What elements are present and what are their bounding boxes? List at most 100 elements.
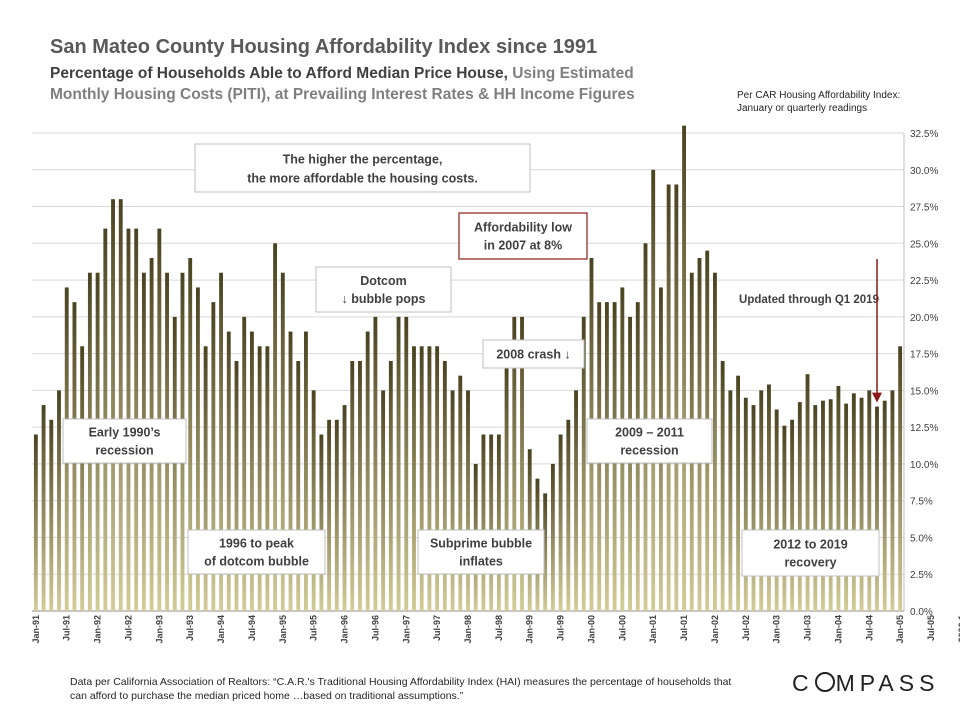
x-tick-label: Jan-02 (710, 615, 720, 644)
annotation-early-90s-box (62, 418, 187, 464)
x-tick-label: Jul-96 (370, 615, 380, 641)
bar (296, 360, 301, 611)
x-tick-label: Jan-00 (586, 615, 596, 644)
bar (435, 346, 440, 611)
bar (388, 360, 393, 611)
bar (327, 419, 332, 611)
bar (118, 199, 123, 611)
x-tick-label: Jul-01 (679, 615, 689, 641)
x-tick-label: Jan-05 (895, 615, 905, 644)
bar (481, 434, 486, 611)
annotation-updated-box (734, 287, 884, 311)
y-tick-label: 22.5% (910, 276, 938, 287)
bar (350, 360, 355, 611)
y-tick-label: 0.0% (910, 607, 933, 618)
bar (774, 409, 779, 611)
x-tick-label: Jul-03 (803, 615, 813, 641)
x-tick-label: Jul-97 (432, 615, 442, 641)
bar (836, 385, 841, 611)
annotation-subprime-text: Subprime bubble (430, 537, 532, 551)
annotation-2009-recession-text: recession (620, 444, 678, 458)
x-tick-label: Jan-93 (154, 615, 164, 644)
bar (257, 346, 262, 611)
bar (728, 390, 733, 611)
bar (365, 331, 370, 611)
bar (504, 360, 509, 611)
x-tick-label: Jul-93 (185, 615, 195, 641)
y-tick-label: 7.5% (910, 497, 933, 508)
subtitle-bold: Percentage of Households Able to Afford … (50, 65, 508, 82)
bar (790, 419, 795, 611)
bar (188, 258, 193, 611)
bar (628, 316, 632, 611)
x-tick-label: Jan-94 (216, 615, 226, 644)
bar (767, 384, 771, 611)
source-note-line-2: January or quarterly readings (737, 103, 868, 114)
annotation-2008-crash-box (482, 339, 585, 369)
x-tick-label: Jan-98 (463, 615, 473, 644)
subtitle-rest: Using Estimated Monthly Housing Costs (P… (50, 65, 635, 103)
bar (844, 403, 849, 611)
x-tick-label: Jan-01 (648, 615, 658, 644)
x-tick-label: Jul-98 (494, 615, 504, 641)
bar (111, 199, 115, 611)
bar (512, 316, 517, 611)
annotation-2009-recession-text: 2009 – 2011 (615, 426, 684, 440)
bar (566, 419, 571, 611)
bar (203, 346, 208, 611)
chart-title: San Mateo County Housing Affordability I… (50, 36, 598, 58)
annotation-recovery-text: 2012 to 2019 (773, 538, 847, 552)
bar (57, 390, 61, 611)
annotation-dotcom-pops-text: Dotcom (360, 274, 407, 288)
low-arrow-head-icon (871, 392, 882, 403)
bar (751, 405, 756, 611)
logo-text-end: MPASS (835, 670, 940, 696)
annotation-subprime-box (417, 529, 545, 575)
bar (458, 375, 463, 611)
bar (319, 434, 324, 611)
bar (581, 316, 586, 611)
bar (250, 331, 254, 611)
bar (288, 331, 293, 611)
bar (720, 360, 725, 611)
bar (828, 399, 833, 611)
bar (821, 400, 825, 611)
bar (466, 390, 470, 611)
data-footnote: Data per California Association of Realt… (70, 676, 732, 702)
y-tick-label: 32.5% (910, 129, 938, 140)
bar (419, 346, 424, 611)
x-tick-label: 2006.1 (957, 615, 960, 643)
source-note-line-1: Per CAR Housing Affordability Index: (737, 90, 901, 101)
bar (33, 434, 38, 611)
bar (867, 390, 872, 611)
bar (797, 402, 802, 611)
bar (304, 331, 308, 611)
bar (882, 400, 887, 611)
annotation-dotcom-pops-text: ↓ bubble pops (341, 292, 425, 306)
bar (875, 406, 879, 611)
annotation-affordable-text: The higher the percentage, (283, 152, 443, 166)
bar (743, 397, 748, 611)
bar (226, 331, 231, 611)
annotation-affordability-low-text: in 2007 at 8% (484, 239, 563, 253)
annotation-1996-peak-text: 1996 to peak (219, 537, 294, 551)
y-tick-label: 30.0% (910, 166, 938, 177)
x-tick-label: Jan-03 (772, 615, 782, 644)
y-tick-label: 5.0% (910, 533, 933, 544)
bar (172, 316, 177, 611)
x-tick-label: Jul-05 (926, 615, 936, 641)
bar (404, 316, 409, 611)
bar (242, 316, 247, 611)
source-note: Per CAR Housing Affordability Index: Jan… (737, 89, 900, 115)
x-tick-label: Jul-94 (247, 615, 257, 641)
bar (342, 405, 347, 611)
y-tick-label: 27.5% (910, 203, 938, 214)
y-tick-label: 20.0% (910, 313, 938, 324)
bar (496, 434, 501, 611)
annotation-early-90s-text: recession (95, 444, 153, 458)
annotation-dotcom-pops-box (315, 266, 452, 313)
y-tick-label: 17.5% (910, 350, 938, 361)
bar (427, 346, 432, 611)
bar (520, 316, 524, 611)
